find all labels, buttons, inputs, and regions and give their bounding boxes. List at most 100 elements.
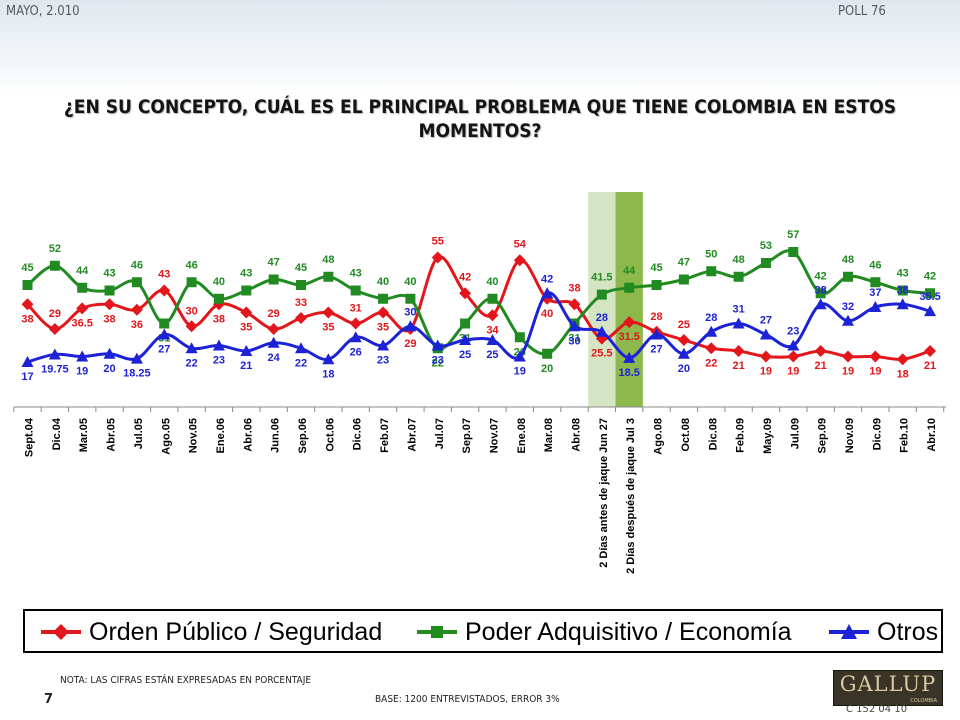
data-label-otros-17: 25 (486, 349, 498, 361)
point-otros-30 (842, 314, 854, 326)
data-label-poder-adquisitivo-economia-11: 48 (322, 254, 334, 266)
point-orden-publico-seguridad-1 (48, 323, 61, 335)
data-label-otros-26: 31 (732, 304, 744, 316)
legend-label-orden-publico: Orden Público / Seguridad (89, 617, 383, 646)
x-tick-label-sep-09: Sep.09 (817, 418, 829, 453)
point-poder-adquisitivo-economia-28 (788, 247, 799, 257)
data-label-orden-publico-seguridad-9: 29 (268, 308, 280, 320)
data-label-poder-adquisitivo-economia-3: 43 (103, 268, 115, 280)
x-tick-label-ago-08: Ago.08 (653, 418, 665, 455)
point-otros-2 (76, 350, 89, 362)
data-label-poder-adquisitivo-economia-31: 46 (869, 259, 881, 271)
legend-triangle-blue-icon (829, 624, 869, 639)
point-otros-28 (787, 339, 800, 351)
data-label-orden-publico-seguridad-30: 19 (842, 366, 854, 378)
x-tick-label-abr-06: Abr.06 (242, 418, 254, 452)
x-tick-label-may-09: May.09 (762, 418, 774, 454)
x-tick-label-sep-06: Sep.06 (297, 418, 309, 453)
data-label-otros-32: 38 (897, 284, 909, 296)
x-tick-label-feb-10: Feb.10 (899, 418, 911, 453)
point-poder-adquisitivo-economia-4 (131, 277, 142, 288)
point-orden-publico-seguridad-31 (869, 350, 882, 363)
point-poder-adquisitivo-economia-27 (760, 258, 771, 268)
point-otros-12 (349, 331, 362, 343)
point-otros-8 (240, 345, 253, 356)
data-label-poder-adquisitivo-economia-26: 48 (732, 254, 744, 266)
chart-title: ¿EN SU CONCEPTO, CUÁL ES EL PRINCIPAL PR… (63, 96, 897, 142)
point-poder-adquisitivo-economia-18 (514, 332, 525, 343)
x-tick-label-ago-05: Ago.05 (160, 418, 172, 455)
point-poder-adquisitivo-economia-22 (624, 282, 635, 293)
point-poder-adquisitivo-economia-6 (186, 277, 197, 288)
data-label-orden-publico-seguridad-33: 21 (924, 360, 936, 372)
data-label-orden-publico-seguridad-3: 38 (103, 313, 115, 325)
data-label-orden-publico-seguridad-22: 31.5 (618, 331, 639, 343)
data-label-poder-adquisitivo-economia-27: 53 (760, 240, 772, 252)
data-label-orden-publico-seguridad-13: 35 (377, 322, 389, 334)
x-tick-label-nov-05: Nov.05 (188, 418, 200, 453)
point-poder-adquisitivo-economia-9 (268, 274, 279, 285)
point-otros-10 (295, 342, 307, 354)
data-label-poder-adquisitivo-economia-8: 43 (240, 268, 252, 280)
data-label-orden-publico-seguridad-8: 35 (240, 322, 252, 334)
data-label-orden-publico-seguridad-18: 54 (514, 238, 527, 250)
data-label-otros-23: 27 (650, 344, 662, 356)
data-label-orden-publico-seguridad-26: 21 (732, 360, 744, 372)
point-orden-publico-seguridad-24 (677, 334, 690, 346)
logo-subtitle: COLOMBIA (910, 698, 937, 704)
data-label-poder-adquisitivo-economia-1: 52 (49, 243, 61, 255)
point-otros-15 (431, 339, 444, 351)
data-label-otros-27: 27 (760, 315, 772, 327)
data-label-poder-adquisitivo-economia-9: 47 (268, 257, 280, 269)
legend-item-otros: Otros (829, 617, 938, 647)
x-tick-label-dic-04: Dic.04 (51, 417, 63, 450)
point-poder-adquisitivo-economia-1 (49, 260, 60, 271)
point-orden-publico-seguridad-12 (349, 317, 362, 330)
data-label-poder-adquisitivo-economia-15: 22 (432, 357, 444, 369)
point-otros-22 (623, 351, 636, 363)
point-poder-adquisitivo-economia-32 (897, 285, 908, 296)
x-tick-label-2-dias-antes-de-jaque-jun-27: 2 Días antes de jaque Jun 27 (598, 418, 610, 568)
data-label-orden-publico-seguridad-12: 31 (350, 303, 362, 315)
point-poder-adquisitivo-economia-13 (378, 293, 389, 304)
point-otros-6 (185, 342, 198, 354)
x-tick-label-dic-09: Dic.09 (871, 418, 883, 450)
x-tick-label-ene-06: Ene.06 (215, 418, 227, 453)
data-label-poder-adquisitivo-economia-0: 45 (21, 262, 33, 274)
data-label-orden-publico-seguridad-28: 19 (787, 366, 799, 378)
point-orden-publico-seguridad-25 (705, 342, 718, 355)
point-otros-20 (568, 320, 581, 332)
point-poder-adquisitivo-economia-3 (104, 285, 115, 296)
point-otros-5 (158, 328, 171, 340)
data-label-poder-adquisitivo-economia-28: 57 (787, 229, 799, 241)
data-label-orden-publico-seguridad-7: 38 (213, 313, 225, 325)
point-otros-33 (924, 305, 937, 317)
point-poder-adquisitivo-economia-30 (843, 271, 853, 282)
series-line-otros (27, 291, 931, 364)
point-otros-4 (130, 352, 143, 364)
data-label-orden-publico-seguridad-31: 19 (869, 366, 881, 378)
point-otros-18 (513, 350, 526, 362)
data-label-otros-11: 18 (322, 368, 334, 380)
data-label-orden-publico-seguridad-4: 36 (131, 319, 143, 331)
point-otros-21 (595, 325, 608, 337)
data-label-orden-publico-seguridad-23: 28 (650, 311, 662, 323)
point-orden-publico-seguridad-4 (130, 303, 143, 316)
data-label-otros-8: 21 (240, 360, 252, 372)
x-tick-label-abr-07: Abr.07 (406, 418, 418, 452)
x-tick-label-mar-05: Mar.05 (78, 418, 90, 452)
data-label-orden-publico-seguridad-25: 22 (705, 357, 717, 369)
data-label-poder-adquisitivo-economia-22: 44 (623, 265, 636, 277)
data-label-otros-15: 23 (432, 355, 444, 367)
legend-diamond-red-icon (41, 624, 81, 640)
data-label-otros-4: 18.25 (123, 368, 151, 380)
data-label-otros-13: 23 (377, 355, 389, 367)
point-poder-adquisitivo-economia-21 (596, 289, 607, 300)
x-tick-label-nov-09: Nov.09 (844, 418, 856, 453)
data-label-poder-adquisitivo-economia-4: 46 (131, 259, 143, 271)
point-otros-29 (814, 298, 827, 310)
data-label-otros-20: 30 (568, 335, 580, 347)
point-poder-adquisitivo-economia-11 (323, 271, 334, 282)
data-label-poder-adquisitivo-economia-14: 40 (404, 276, 416, 288)
data-label-otros-28: 23 (787, 326, 799, 338)
